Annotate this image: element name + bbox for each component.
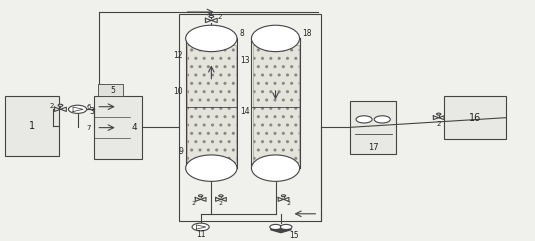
Circle shape bbox=[198, 195, 203, 197]
Text: 14: 14 bbox=[240, 107, 250, 116]
Circle shape bbox=[58, 104, 63, 106]
Text: 18: 18 bbox=[302, 29, 312, 38]
Text: 15: 15 bbox=[289, 231, 299, 240]
Bar bbox=[187, 45, 236, 161]
Polygon shape bbox=[270, 230, 292, 233]
Text: 2: 2 bbox=[50, 103, 54, 109]
Circle shape bbox=[356, 116, 372, 123]
Text: 5: 5 bbox=[110, 86, 115, 94]
Text: 16: 16 bbox=[469, 113, 481, 123]
Circle shape bbox=[280, 224, 292, 230]
Circle shape bbox=[374, 116, 390, 123]
Text: 3: 3 bbox=[89, 107, 94, 116]
Circle shape bbox=[192, 223, 209, 231]
Ellipse shape bbox=[186, 155, 237, 181]
Circle shape bbox=[219, 195, 223, 197]
Text: 9: 9 bbox=[178, 147, 183, 156]
Ellipse shape bbox=[251, 155, 300, 181]
Text: 4: 4 bbox=[132, 123, 137, 132]
Text: 1: 1 bbox=[29, 121, 35, 131]
Text: 2: 2 bbox=[191, 201, 195, 206]
Circle shape bbox=[281, 195, 286, 197]
Text: 11: 11 bbox=[196, 230, 205, 239]
Circle shape bbox=[68, 105, 87, 113]
Bar bbox=[5, 96, 59, 156]
Ellipse shape bbox=[186, 25, 237, 52]
Text: 2: 2 bbox=[217, 14, 221, 20]
Text: 2: 2 bbox=[437, 121, 441, 127]
Text: 8: 8 bbox=[240, 29, 244, 38]
Bar bbox=[179, 14, 321, 221]
Text: 7: 7 bbox=[87, 125, 91, 131]
Text: 17: 17 bbox=[368, 143, 378, 152]
Circle shape bbox=[437, 113, 441, 115]
Bar bbox=[444, 96, 506, 139]
Bar bbox=[350, 101, 396, 154]
Text: 2: 2 bbox=[287, 201, 291, 206]
Bar bbox=[98, 84, 123, 96]
Bar bbox=[253, 45, 299, 161]
Circle shape bbox=[270, 224, 281, 230]
Ellipse shape bbox=[251, 25, 300, 52]
Circle shape bbox=[209, 15, 213, 18]
Text: 2: 2 bbox=[219, 201, 223, 206]
Text: 6: 6 bbox=[87, 104, 91, 110]
Text: 13: 13 bbox=[240, 56, 250, 65]
Text: 12: 12 bbox=[173, 51, 183, 60]
Text: 10: 10 bbox=[173, 87, 183, 96]
Bar bbox=[94, 96, 142, 159]
